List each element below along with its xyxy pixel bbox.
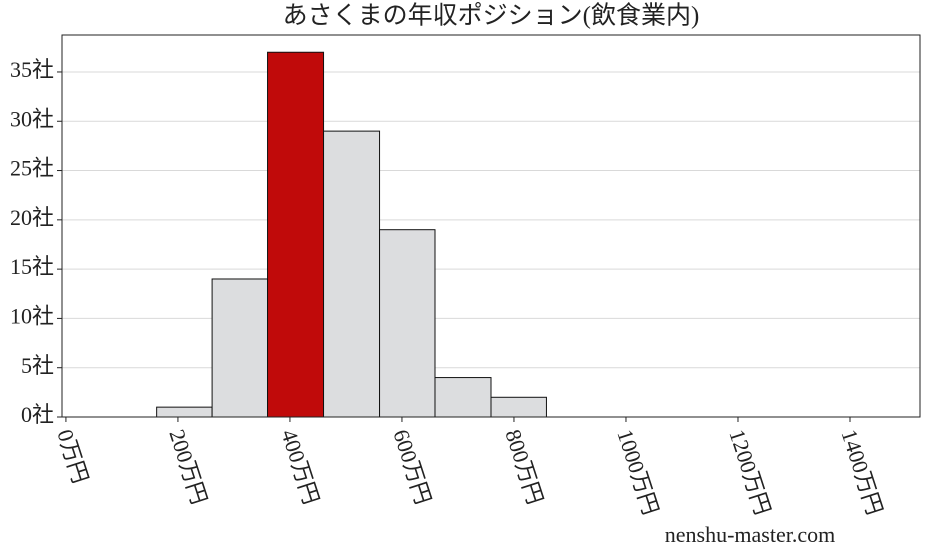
y-tick-label: 25社 bbox=[10, 156, 54, 181]
y-tick-label: 5社 bbox=[21, 353, 54, 378]
y-tick-label: 35社 bbox=[10, 57, 54, 82]
bar bbox=[379, 229, 436, 418]
y-tick-label: 0社 bbox=[21, 402, 54, 427]
bar bbox=[490, 396, 547, 418]
y-tick-label: 30社 bbox=[10, 106, 54, 131]
bar bbox=[434, 377, 492, 418]
plot-frame bbox=[61, 34, 921, 418]
chart-title: あさくまの年収ポジション(飲食業内) bbox=[283, 2, 700, 30]
y-tick-label: 20社 bbox=[10, 205, 54, 230]
bar bbox=[267, 51, 325, 418]
bar bbox=[211, 278, 269, 418]
y-tick-label: 15社 bbox=[10, 254, 54, 279]
y-tick-label: 10社 bbox=[10, 303, 54, 328]
bar bbox=[156, 406, 213, 418]
bar bbox=[323, 130, 381, 418]
watermark: nenshu-master.com bbox=[665, 522, 835, 547]
